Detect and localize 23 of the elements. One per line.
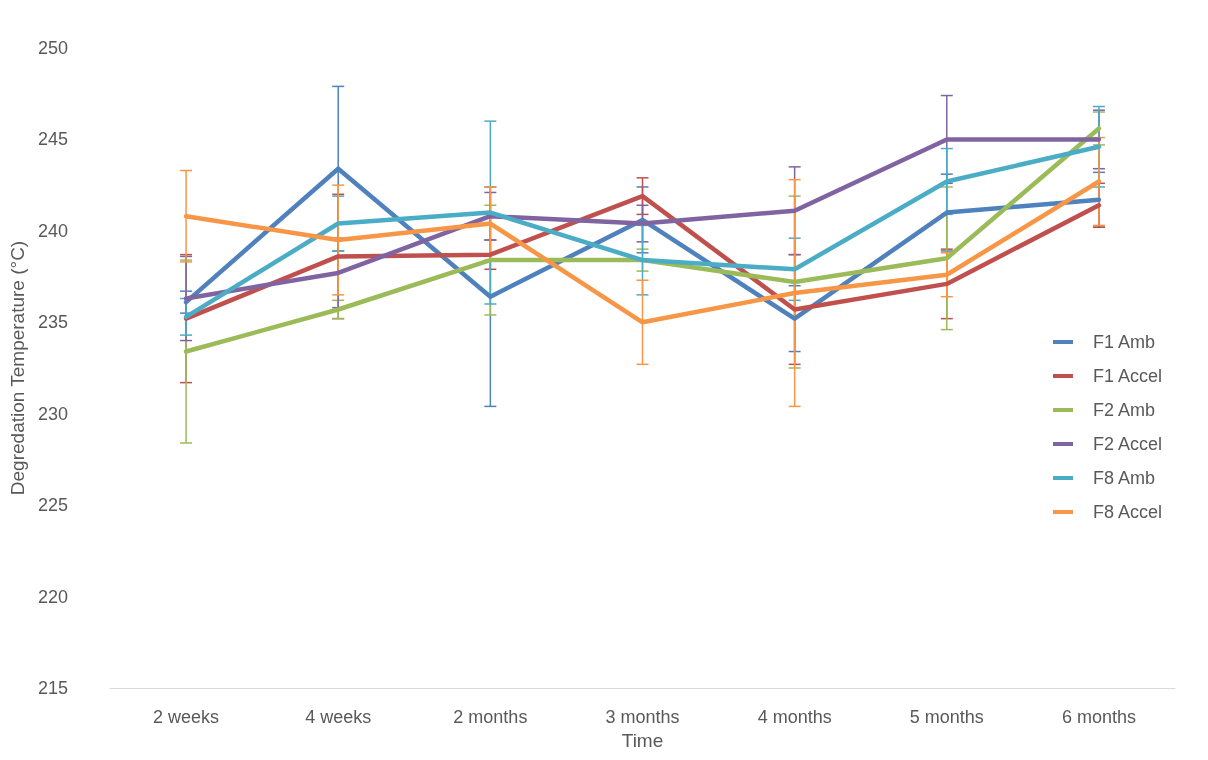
x-tick-label: 5 months	[909, 707, 984, 727]
x-tick-label: 4 months	[757, 707, 832, 727]
legend-label: F1 Accel	[1092, 366, 1163, 386]
y-tick-label: 235	[37, 312, 68, 333]
x-tick-label: 6 months	[1061, 707, 1136, 727]
legend-label: F8 Amb	[1092, 468, 1156, 488]
legend-label: F8 Accel	[1092, 502, 1163, 522]
y-tick-label: 240	[37, 220, 68, 241]
x-tick-label: 2 months	[453, 707, 528, 727]
x-axis-title: Time	[621, 729, 664, 751]
y-tick-label: 225	[37, 495, 68, 516]
x-tick-label: 3 months	[605, 707, 680, 727]
legend-label: F1 Amb	[1092, 332, 1156, 352]
y-tick-label: 245	[37, 129, 68, 150]
x-tick-label: 4 weeks	[305, 707, 372, 727]
y-tick-label: 215	[37, 678, 68, 698]
legend-label: F2 Amb	[1092, 400, 1156, 420]
y-tick-label: 220	[37, 586, 68, 607]
y-tick-label: 230	[37, 403, 68, 424]
y-axis-title: Degredation Temperature (°C)	[7, 240, 29, 496]
legend-label: F2 Accel	[1092, 434, 1163, 454]
y-tick-label: 250	[37, 38, 68, 58]
x-tick-label: 2 weeks	[153, 707, 220, 727]
